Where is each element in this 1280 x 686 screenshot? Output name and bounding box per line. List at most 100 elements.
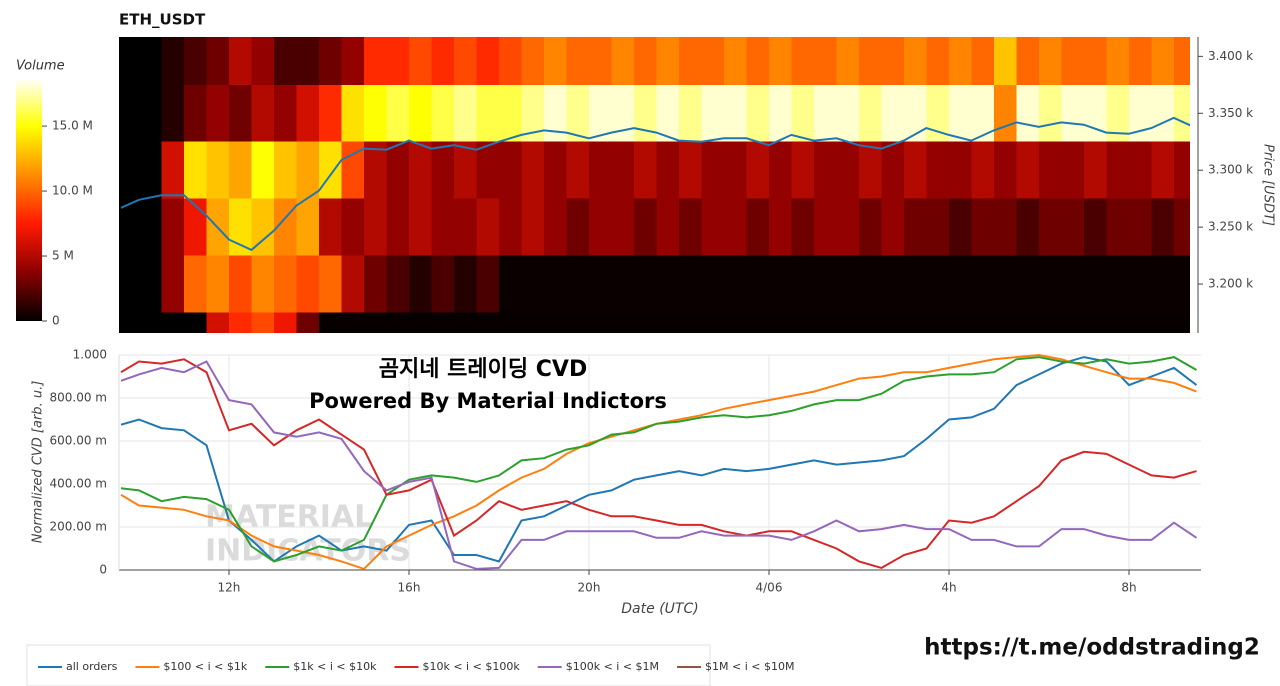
heatmap-cell <box>701 37 725 85</box>
heatmap-cell <box>656 37 680 85</box>
heatmap-cell <box>903 255 927 313</box>
heatmap-cell <box>1061 37 1085 85</box>
heatmap-cell <box>836 198 860 256</box>
heatmap-cell <box>273 312 298 333</box>
heatmap-cell <box>858 141 882 199</box>
heatmap-cell <box>498 141 523 199</box>
heatmap-cell <box>341 312 365 333</box>
heatmap-cell <box>1061 141 1085 199</box>
heatmap-cell <box>701 84 725 142</box>
heatmap-cell <box>1016 37 1040 85</box>
heatmap-cell <box>476 312 500 333</box>
heatmap-cell <box>1038 198 1062 256</box>
heatmap-cell <box>453 37 478 85</box>
heatmap-cell <box>543 141 568 199</box>
heatmap-cell <box>453 84 478 142</box>
heatmap-cell <box>1128 37 1152 85</box>
heatmap-cell <box>119 37 140 85</box>
heatmap-cell <box>206 312 230 333</box>
heatmap-cell <box>633 198 657 256</box>
heatmap-cell <box>791 84 815 142</box>
heatmap-cell <box>161 198 185 256</box>
heatmap-cell <box>1151 255 1175 313</box>
heatmap-cell <box>251 312 275 333</box>
heatmap-cell <box>431 37 455 85</box>
y-tick-label: 200.00 m <box>50 520 108 534</box>
heatmap-cell <box>611 37 635 85</box>
heatmap-cell <box>881 37 905 85</box>
heatmap-cell <box>408 84 433 142</box>
heatmap-cell <box>408 255 433 313</box>
heatmap-cell <box>588 255 612 313</box>
heatmap-cell <box>858 198 882 256</box>
heatmap-cell <box>678 37 702 85</box>
heatmap-cell <box>521 141 545 199</box>
heatmap-cell <box>633 312 657 333</box>
heatmap-cell <box>1038 312 1062 333</box>
heatmap-cell <box>1173 312 1190 333</box>
heatmap-cell <box>386 312 410 333</box>
heatmap-cell <box>521 84 545 142</box>
heatmap-cell <box>746 198 770 256</box>
heatmap-cell <box>1038 84 1062 142</box>
heatmap-cell <box>903 141 927 199</box>
heatmap-cell <box>161 37 185 85</box>
heatmap-cell <box>836 255 860 313</box>
legend-label: $100k < i < $1M <box>566 660 659 673</box>
heatmap-cell <box>341 37 365 85</box>
heatmap-cell <box>431 312 455 333</box>
heatmap-cell <box>119 255 140 313</box>
heatmap-cell <box>971 198 995 256</box>
link-text: https://t.me/oddstrading2 <box>924 635 1260 661</box>
heatmap-cell <box>408 141 433 199</box>
heatmap-cell <box>453 141 478 199</box>
heatmap-cell <box>206 84 230 142</box>
heatmap-cell <box>183 37 208 85</box>
y-tick-label: 3.250 k <box>1208 220 1253 234</box>
heatmap-cell <box>836 141 860 199</box>
heatmap-cell <box>1016 198 1040 256</box>
heatmap-cell <box>948 255 972 313</box>
chart-title: 곰지네 트레이딩 CVD <box>379 357 587 382</box>
heatmap-cell <box>363 141 388 199</box>
heatmap-cell <box>341 198 365 256</box>
heatmap-cell <box>971 141 995 199</box>
heatmap-cell <box>251 37 275 85</box>
heatmap-cell <box>119 84 140 142</box>
heatmap-cell <box>1151 84 1175 142</box>
heatmap-cell <box>431 84 455 142</box>
heatmap-cell <box>881 255 905 313</box>
heatmap-cell <box>858 255 882 313</box>
chart-subtitle: Powered By Material Indictors <box>309 389 667 413</box>
heatmap-cell <box>1128 198 1152 256</box>
heatmap-cell <box>566 141 590 199</box>
x-tick-label: 4h <box>941 581 956 595</box>
heatmap-cell <box>678 141 702 199</box>
heatmap-cell <box>723 141 747 199</box>
heatmap-cell <box>206 141 230 199</box>
heatmap-cell <box>138 141 163 199</box>
heatmap-cell <box>588 37 612 85</box>
colorbar-tick-label: 10.0 M <box>52 184 93 198</box>
heatmap-cell <box>1083 141 1107 199</box>
heatmap-cell <box>183 312 208 333</box>
heatmap-cell <box>858 312 882 333</box>
colorbar-title: Volume <box>16 59 65 74</box>
heatmap-cell <box>813 84 837 142</box>
heatmap-cell <box>408 198 433 256</box>
heatmap-cell <box>228 141 253 199</box>
y-tick-label: 600.00 m <box>50 434 108 448</box>
heatmap-cell <box>138 312 163 333</box>
heatmap-cell <box>948 37 972 85</box>
heatmap-cell <box>903 84 927 142</box>
heatmap-cell <box>1083 37 1107 85</box>
heatmap-cell <box>791 198 815 256</box>
heatmap-cell <box>318 37 343 85</box>
heatmap-cell <box>138 37 163 85</box>
heatmap-cell <box>993 37 1017 85</box>
heatmap-cell <box>498 198 523 256</box>
heatmap <box>119 37 1190 333</box>
heatmap-cell <box>701 312 725 333</box>
y-tick-label: 800.00 m <box>50 391 108 405</box>
